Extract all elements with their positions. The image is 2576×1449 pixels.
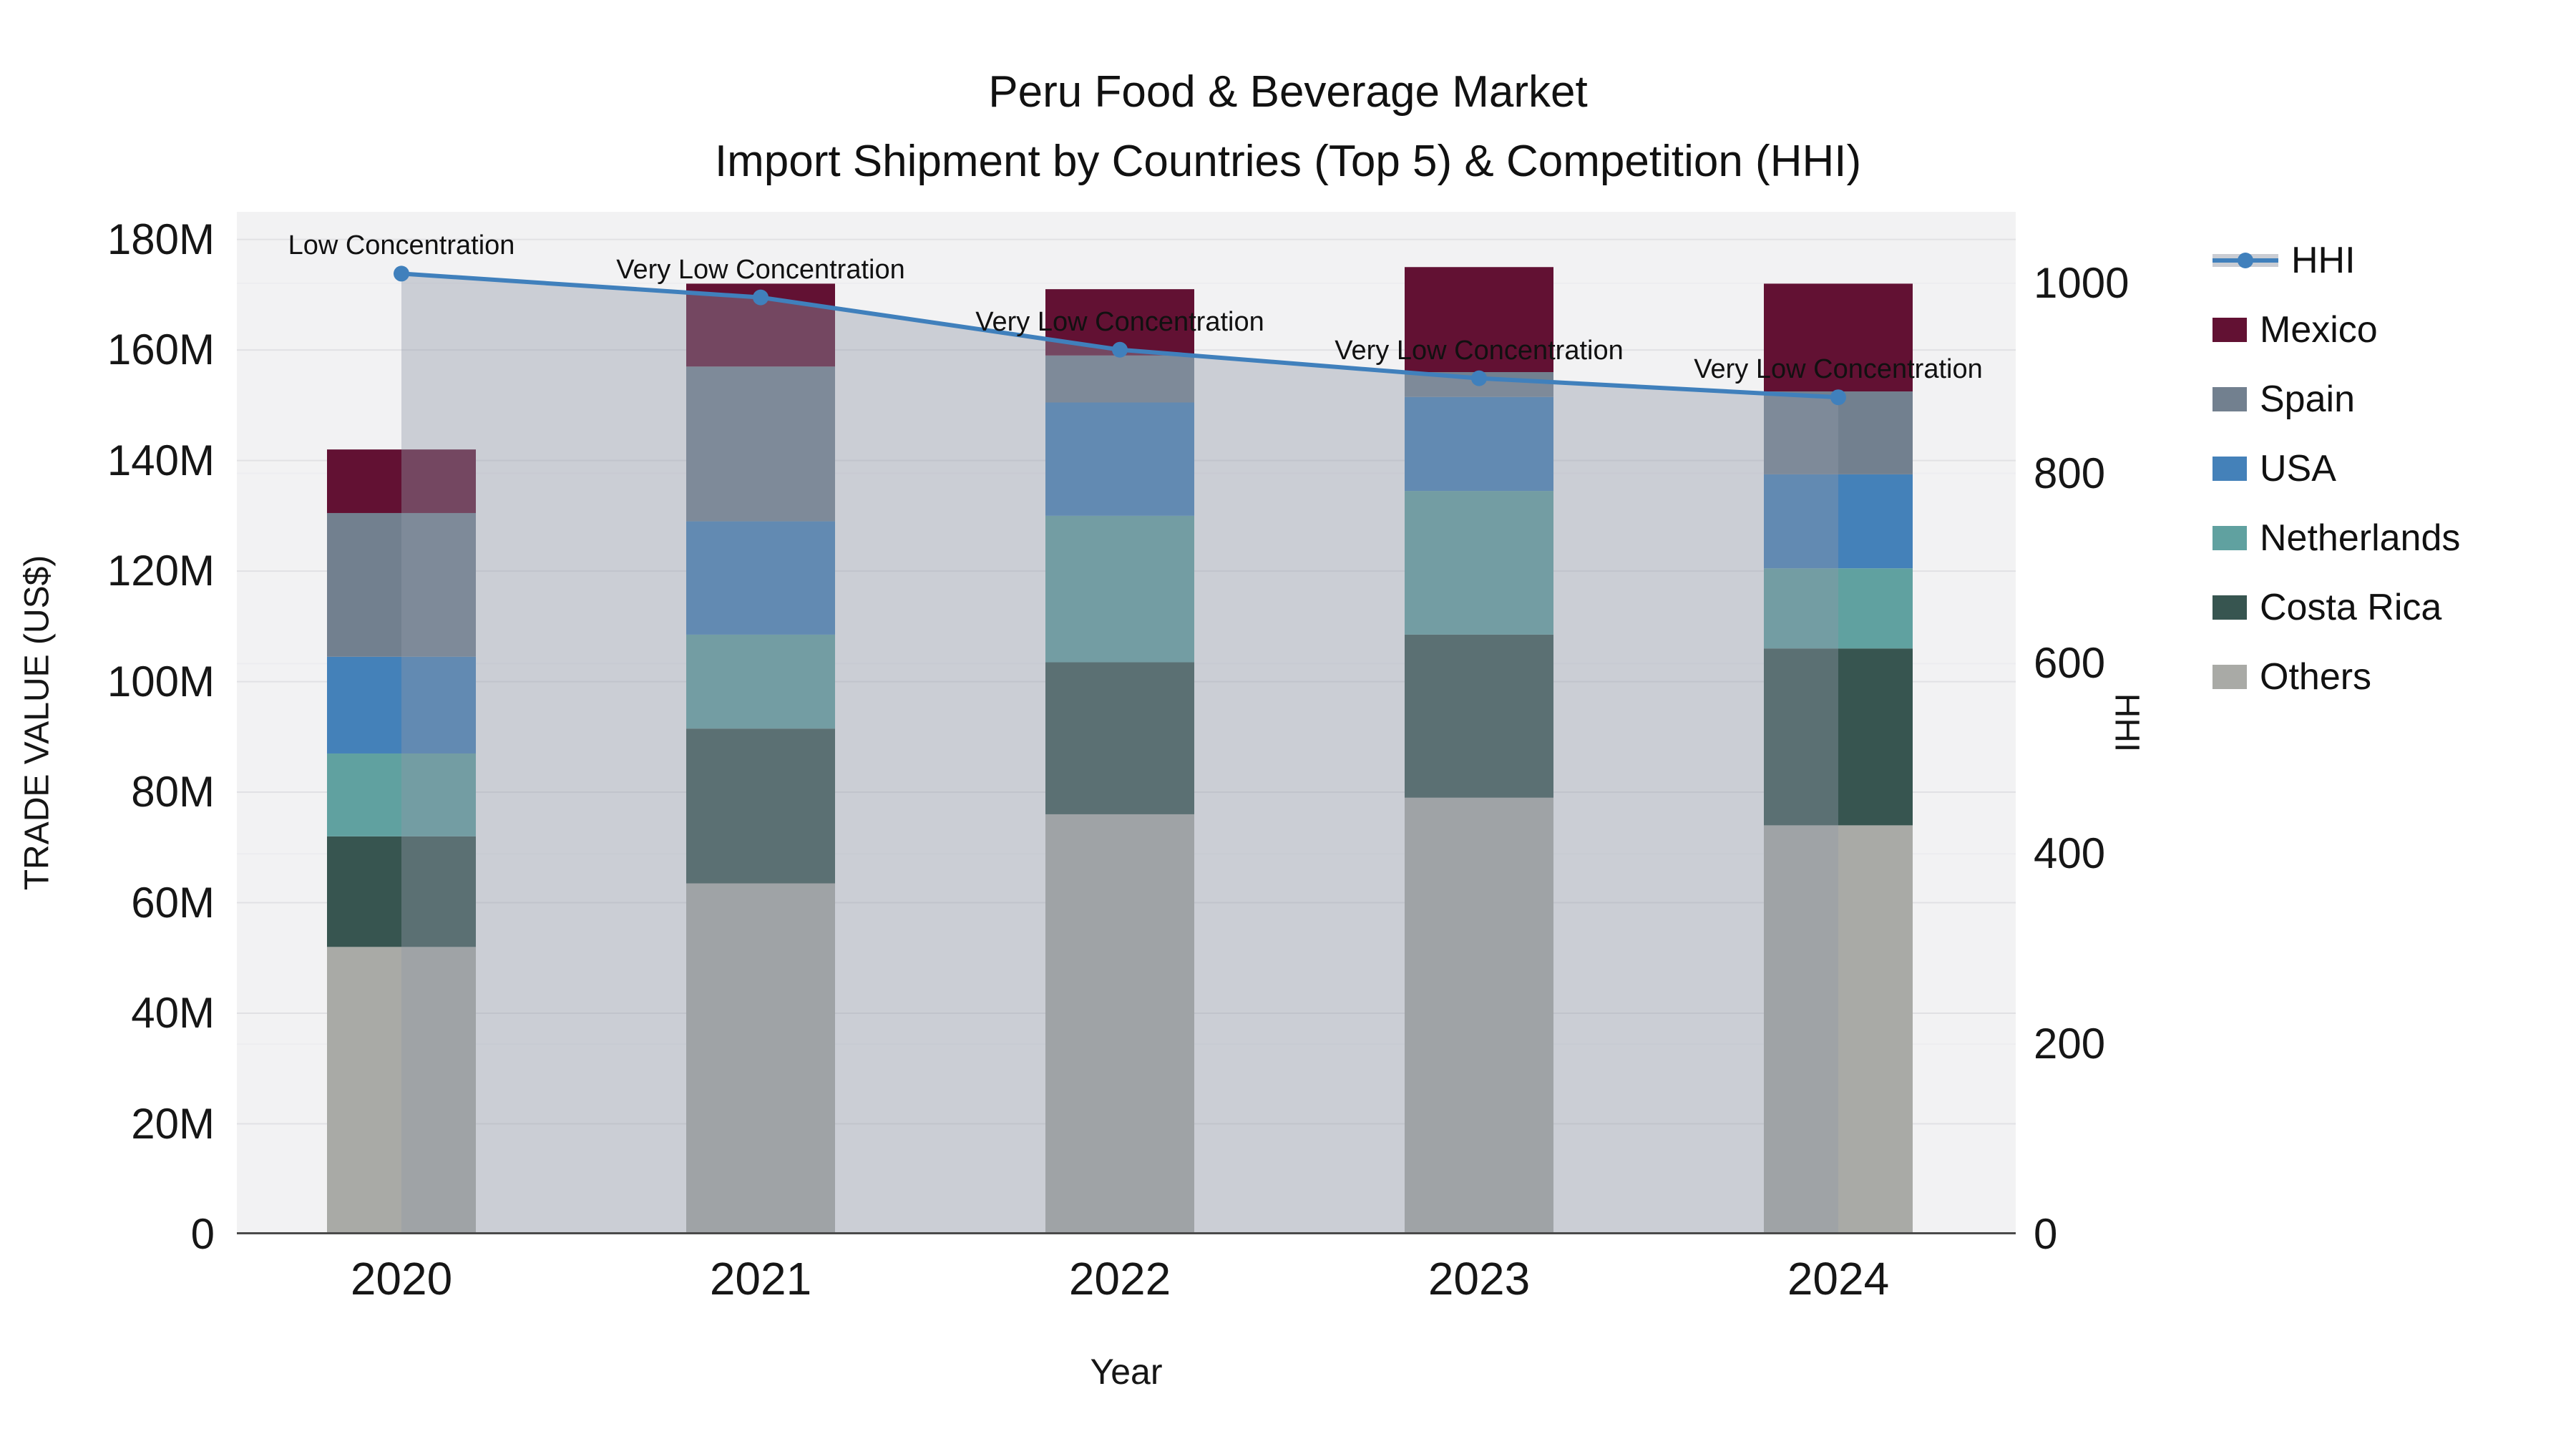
y-right-tick-label: 1000: [2034, 258, 2129, 307]
legend-item-label: Netherlands: [2260, 517, 2461, 559]
y-left-tick-label: 140M: [107, 436, 215, 484]
bar-segment-usa-2024: [1764, 474, 1913, 569]
y-right-tick-label: 800: [2034, 449, 2106, 497]
bar-segment-mexico-2023: [1405, 267, 1553, 373]
y-left-tick-label: 180M: [107, 215, 215, 263]
legend-color-swatch: [2212, 318, 2247, 342]
y-left-tick-label: 0: [190, 1210, 215, 1258]
bar-segment-mexico-2024: [1764, 283, 1913, 392]
legend-item-label: Mexico: [2260, 309, 2378, 351]
y-left-tick-label: 40M: [131, 989, 215, 1038]
chart-subtitle: Import Shipment by Countries (Top 5) & C…: [714, 137, 1862, 186]
legend-item-netherlands[interactable]: Netherlands: [2212, 517, 2461, 559]
legend-color-swatch: [2212, 457, 2247, 481]
bar-segment-netherlands-2020: [327, 753, 476, 836]
legend-item-label: USA: [2260, 448, 2336, 489]
bar-segment-netherlands-2022: [1045, 515, 1194, 663]
bar-segment-spain-2024: [1764, 391, 1913, 474]
bar-segment-others-2024: [1764, 825, 1913, 1234]
y-left-tick-label: 160M: [107, 326, 215, 374]
legend-color-swatch: [2212, 595, 2247, 620]
y-right-tick-label: 400: [2034, 829, 2106, 878]
legend-color-swatch: [2212, 526, 2247, 550]
bar-segment-costa-rica-2024: [1764, 648, 1913, 826]
bar-segment-usa-2023: [1405, 396, 1553, 492]
legend-color-swatch: [2212, 665, 2247, 689]
bar-segment-others-2022: [1045, 814, 1194, 1234]
bar-segment-others-2021: [686, 883, 835, 1234]
y-left-tick-label: 120M: [107, 547, 215, 595]
plot-area: [237, 212, 2016, 1234]
hhi-marker-2021: [753, 289, 769, 306]
bar-segment-costa-rica-2022: [1045, 662, 1194, 814]
bar-segment-usa-2021: [686, 521, 835, 635]
bar-segment-costa-rica-2023: [1405, 634, 1553, 798]
bar-segment-mexico-2020: [327, 449, 476, 513]
legend-item-usa[interactable]: USA: [2212, 448, 2460, 489]
legend-item-spain[interactable]: Spain: [2212, 379, 2460, 420]
annotation-label: Very Low Concentration: [616, 254, 905, 285]
bar-segment-netherlands-2021: [686, 634, 835, 729]
y-right-tick-label: 0: [2034, 1210, 2058, 1258]
hhi-marker-2024: [1830, 389, 1846, 406]
y-right-tick-label: 200: [2034, 1020, 2106, 1068]
chart-title: Peru Food & Beverage Market: [988, 67, 1588, 117]
bar-segment-others-2020: [327, 947, 476, 1234]
hhi-marker-2020: [394, 265, 409, 282]
y-left-tick-label: 80M: [131, 768, 215, 816]
y-right-tick-label: 600: [2034, 639, 2106, 688]
y-left-tick-label: 60M: [131, 878, 215, 927]
bar-segment-costa-rica-2021: [686, 728, 835, 884]
bar-segment-usa-2020: [327, 656, 476, 753]
chart-plot-svg: [237, 238, 2016, 1234]
legend-item-label: HHI: [2291, 240, 2356, 281]
bar-segment-spain-2022: [1045, 355, 1194, 403]
y-axis-right-title: HHI: [2107, 693, 2146, 753]
legend-item-others[interactable]: Others: [2212, 656, 2460, 698]
legend: HHI Mexico Spain USA Netherlands Costa Rica Ot…: [2212, 240, 2461, 698]
x-tick-label: 2024: [1787, 1253, 1890, 1304]
hhi-marker-2022: [1112, 341, 1128, 358]
annotation-label: Very Low Concentration: [1694, 354, 1983, 385]
annotation-label: Very Low Concentration: [975, 306, 1264, 337]
title-block: Peru Food & Beverage Market Import Shipm…: [0, 57, 2576, 196]
bar-segment-spain-2021: [686, 366, 835, 522]
x-tick-label: 2023: [1428, 1253, 1531, 1304]
bar-segment-netherlands-2023: [1405, 491, 1553, 635]
y-left-tick-label: 20M: [131, 1099, 215, 1148]
bar-segment-others-2023: [1405, 797, 1553, 1234]
hhi-area-fill: [401, 273, 1838, 1234]
bar-segment-costa-rica-2020: [327, 836, 476, 947]
x-axis-title: Year: [1090, 1352, 1163, 1392]
legend-item-hhi[interactable]: HHI: [2212, 240, 2460, 281]
hhi-line-legend-icon: [2212, 248, 2278, 273]
x-tick-label: 2021: [709, 1253, 812, 1304]
legend-item-mexico[interactable]: Mexico: [2212, 309, 2460, 351]
hhi-marker-2023: [1471, 370, 1487, 386]
x-tick-label: 2020: [350, 1253, 453, 1304]
legend-color-swatch: [2212, 387, 2247, 411]
annotation-label: Very Low Concentration: [1335, 335, 1624, 366]
legend-item-label: Others: [2260, 656, 2372, 698]
bar-segment-netherlands-2024: [1764, 568, 1913, 649]
bar-segment-spain-2020: [327, 512, 476, 657]
y-left-tick-label: 100M: [107, 657, 215, 706]
hhi-marker-legend-dot: [2238, 253, 2253, 268]
y-axis-left-title: TRADE VALUE (US$): [18, 555, 57, 891]
legend-item-costa-rica[interactable]: Costa Rica: [2212, 587, 2460, 628]
bar-segment-usa-2022: [1045, 402, 1194, 516]
annotation-label: Low Concentration: [288, 230, 515, 261]
legend-item-label: Costa Rica: [2260, 587, 2442, 628]
legend-item-label: Spain: [2260, 379, 2355, 420]
x-tick-label: 2022: [1068, 1253, 1171, 1304]
